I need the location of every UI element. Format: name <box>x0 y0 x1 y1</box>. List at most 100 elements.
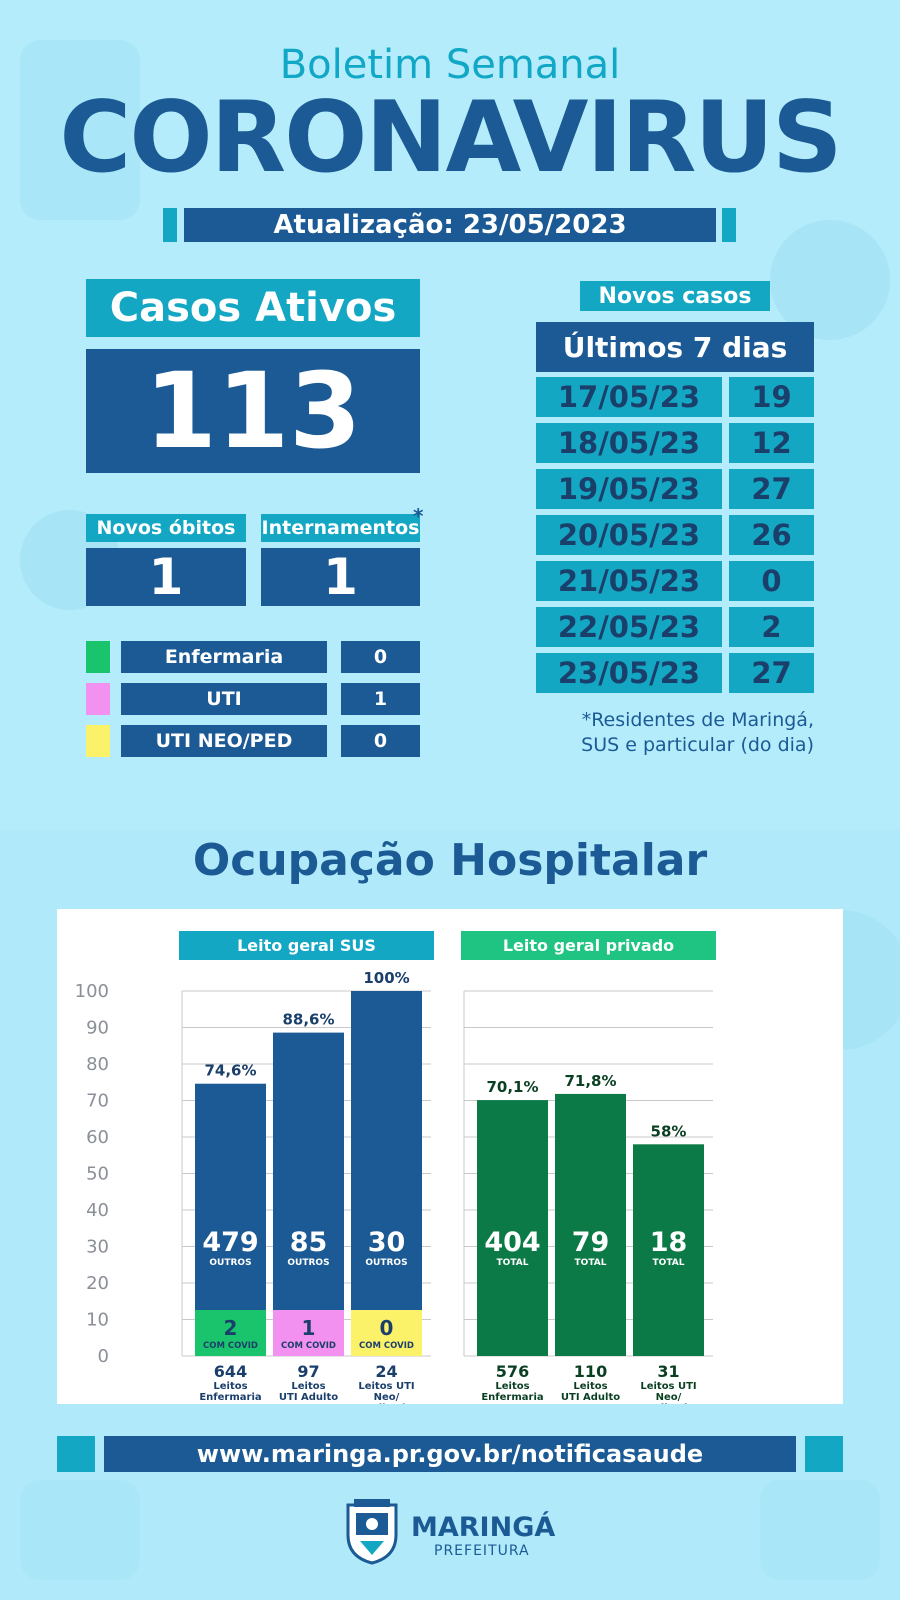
bulletin-subtitle: Boletim Semanal <box>279 42 621 88</box>
category-label: Neo/ <box>656 1392 682 1403</box>
category-label: UTI Adulto <box>561 1392 620 1403</box>
neo-ped-icu-value: 0 <box>341 725 420 757</box>
chart-group-header <box>179 931 434 960</box>
bar-percent-label: 100% <box>363 969 409 987</box>
y-tick-label: 0 <box>98 1346 109 1367</box>
footnote-line: *Residentes de Maringá, <box>581 709 814 731</box>
neo-ped-icu-color-swatch <box>86 725 110 757</box>
bar-covid-value: 0 <box>380 1316 394 1340</box>
y-tick-label: 20 <box>86 1273 109 1294</box>
hospital-occupancy-title: Ocupação Hospitalar <box>192 834 708 886</box>
url-bar-right-tab <box>805 1436 843 1472</box>
hospital-occupancy-chart-panel: 100 90 80 70 60 50 40 30 20 10 0 Leito geral SUS 2 CO… <box>57 909 843 1404</box>
chart-group-title: Leito geral SUS <box>237 936 376 955</box>
new-deaths-label: Novos óbitos <box>86 514 246 542</box>
bar-count-value: 79 <box>572 1227 610 1258</box>
ward-color-swatch <box>86 641 110 673</box>
bar-covid-label: COM COVID <box>281 1341 336 1351</box>
category-label: Leitos <box>573 1381 607 1392</box>
y-tick-label: 80 <box>86 1054 109 1075</box>
new-cases-label: Novos casos <box>580 281 770 311</box>
page-title: CORONAVIRUS <box>59 81 842 195</box>
bar-covid <box>351 1310 422 1356</box>
hospitalizations-value: 1 <box>261 548 420 606</box>
category-label: Leitos UTI <box>358 1381 414 1392</box>
footnote-line: SUS e particular (do dia) <box>581 734 814 756</box>
bar-others <box>273 1032 344 1310</box>
neo-ped-icu-label: UTI NEO/PED <box>121 725 327 757</box>
new-deaths-value: 1 <box>86 548 246 606</box>
bar-count-label: OUTROS <box>365 1258 407 1268</box>
bar-count-label: OUTROS <box>287 1258 329 1268</box>
category-label: Leitos <box>291 1381 325 1392</box>
category-label: Pediatria <box>361 1403 412 1404</box>
update-date: Atualização: 23/05/2023 <box>184 208 716 242</box>
category-total-beds: 110 <box>574 1362 607 1381</box>
new-cases-date: 20/05/23 <box>536 515 722 555</box>
category-label: Leitos <box>495 1381 529 1392</box>
y-tick-label: 10 <box>86 1310 109 1331</box>
new-cases-date: 19/05/23 <box>536 469 722 509</box>
active-cases-label: Casos Ativos <box>86 279 420 337</box>
bar-covid-label: COM COVID <box>359 1341 414 1351</box>
bar-others <box>477 1100 548 1356</box>
category-label: Leitos UTI <box>640 1381 696 1392</box>
y-tick-label: 30 <box>86 1237 109 1258</box>
bar-percent-label: 70,1% <box>486 1078 538 1096</box>
category-label: Leitos <box>213 1381 247 1392</box>
bar-count-value: 85 <box>290 1227 328 1258</box>
bar-count-value: 18 <box>650 1227 688 1258</box>
city-logo-subtitle: PREFEITURA <box>434 1543 530 1559</box>
new-cases-count: 0 <box>729 561 814 601</box>
y-tick-label: 50 <box>86 1164 109 1185</box>
bar-count-value: 30 <box>368 1227 406 1258</box>
bar-percent-label: 88,6% <box>282 1011 334 1029</box>
active-cases-value: 113 <box>86 349 420 473</box>
hospitalizations-asterisk: * <box>413 504 424 528</box>
category-total-beds: 644 <box>214 1362 247 1381</box>
category-label: Enfermaria <box>199 1392 261 1403</box>
bar-count-value: 404 <box>484 1227 540 1258</box>
footnote: *Residentes de Maringá, SUS e particular… <box>560 708 814 758</box>
bar-percent-label: 58% <box>651 1122 687 1140</box>
bar-others <box>633 1144 704 1356</box>
category-label: UTI Adulto <box>279 1392 338 1403</box>
bar-count-label: TOTAL <box>575 1258 607 1268</box>
bar-count-value: 479 <box>202 1227 258 1258</box>
bar-others <box>555 1093 626 1356</box>
new-cases-count: 2 <box>729 607 814 647</box>
y-tick-label: 100 <box>75 981 109 1002</box>
new-cases-count: 27 <box>729 653 814 693</box>
icu-color-swatch <box>86 683 110 715</box>
new-cases-count: 12 <box>729 423 814 463</box>
bar-percent-label: 74,6% <box>204 1062 256 1080</box>
notification-url-link[interactable]: www.maringa.pr.gov.br/notificasaude <box>104 1436 796 1472</box>
category-label: Neo/ <box>374 1392 400 1403</box>
category-label: Pediatria <box>643 1403 694 1404</box>
category-label: Enfermaria <box>481 1392 543 1403</box>
bar-percent-label: 71,8% <box>564 1072 616 1090</box>
new-cases-date: 17/05/23 <box>536 377 722 417</box>
bar-others <box>195 1083 266 1310</box>
new-cases-date: 23/05/23 <box>536 653 722 693</box>
new-cases-count: 26 <box>729 515 814 555</box>
category-total-beds: 97 <box>297 1362 319 1381</box>
chart-group-title: Leito geral privado <box>503 936 674 955</box>
update-bar-right-tab <box>722 208 736 242</box>
new-cases-count: 27 <box>729 469 814 509</box>
new-cases-date: 18/05/23 <box>536 423 722 463</box>
category-total-beds: 576 <box>496 1362 529 1381</box>
y-tick-label: 90 <box>86 1018 109 1039</box>
bar-count-label: OUTROS <box>209 1258 251 1268</box>
bar-covid-value: 1 <box>302 1316 316 1340</box>
update-bar-left-tab <box>163 208 177 242</box>
city-coat-of-arms-icon <box>346 1499 398 1565</box>
bar-covid-label: COM COVID <box>203 1341 258 1351</box>
icu-label: UTI <box>121 683 327 715</box>
hospitalizations-label: Internamentos <box>261 514 420 542</box>
url-bar-left-tab <box>57 1436 95 1472</box>
city-logo-name: MARINGÁ <box>411 1512 556 1543</box>
bar-covid <box>195 1310 266 1356</box>
y-tick-label: 60 <box>86 1127 109 1148</box>
